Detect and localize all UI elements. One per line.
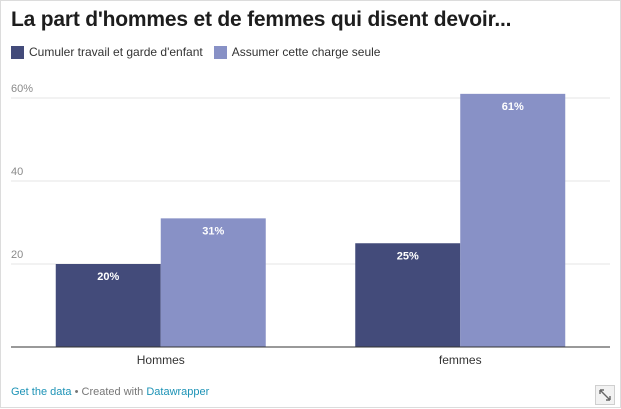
x-tick-label: femmes bbox=[439, 353, 482, 367]
bar bbox=[355, 243, 461, 347]
datawrapper-link[interactable]: Datawrapper bbox=[146, 386, 210, 398]
y-tick-label: 20 bbox=[11, 249, 23, 261]
bar-data-label: 61% bbox=[502, 101, 524, 113]
bar-chart: 20 40 60% 20% 31% Hommes 25% 61% femmes bbox=[11, 83, 610, 367]
y-tick-label: 60% bbox=[11, 83, 33, 95]
legend-swatch-series-b bbox=[213, 45, 227, 59]
bar bbox=[55, 264, 161, 347]
bar bbox=[160, 218, 266, 347]
chart-title: La part d'hommes et de femmes qui disent… bbox=[11, 8, 512, 31]
bar-data-label: 20% bbox=[97, 271, 119, 283]
bar-data-label: 25% bbox=[397, 250, 419, 262]
legend-label-series-b: Assumer cette charge seule bbox=[231, 45, 381, 59]
legend-label-series-a: Cumuler travail et garde d'enfant bbox=[29, 45, 203, 59]
y-tick-label: 40 bbox=[11, 166, 23, 178]
x-tick-label: Hommes bbox=[137, 353, 185, 367]
footer: Get the data • Created with Datawrapper bbox=[11, 386, 209, 398]
legend-swatch-series-a bbox=[11, 45, 24, 59]
bar bbox=[460, 93, 566, 347]
expand-arrows-icon[interactable] bbox=[595, 385, 615, 405]
get-the-data-link[interactable]: Get the data bbox=[11, 386, 72, 398]
bar-data-label: 31% bbox=[202, 225, 224, 237]
legend: Cumuler travail et garde d'enfant Assume… bbox=[11, 45, 391, 59]
legend-item-series-b: Assumer cette charge seule bbox=[213, 45, 381, 59]
legend-item-series-a: Cumuler travail et garde d'enfant bbox=[11, 45, 203, 59]
footer-credit-text: • Created with bbox=[71, 386, 147, 398]
